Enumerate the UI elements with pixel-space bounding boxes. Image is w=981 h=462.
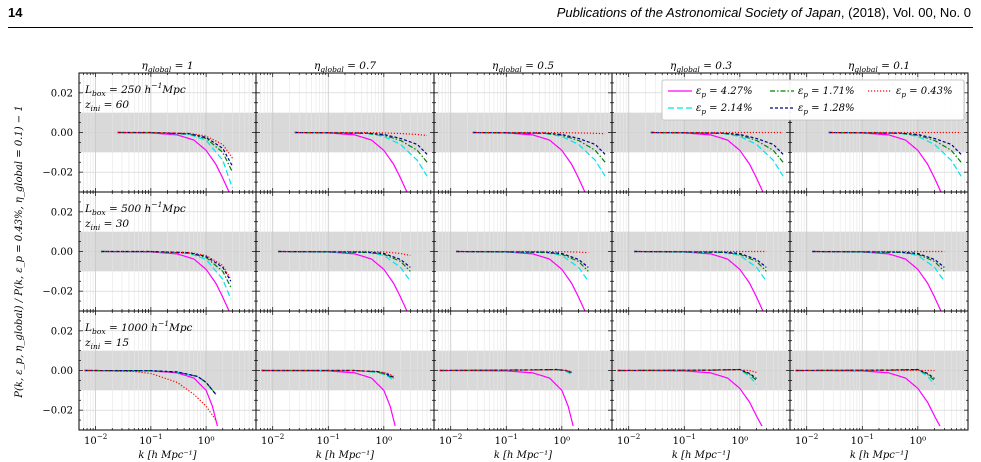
legend-label: εp​ = 0.43%: [896, 86, 953, 99]
y-tick-label: −0.02: [42, 287, 73, 298]
series-line-eps-1_71: [812, 250, 945, 272]
panel-r2-c5: [789, 191, 969, 312]
panel-r3-c3: [433, 310, 613, 431]
series-line-eps-1_28: [261, 369, 394, 378]
x-axis-label: k [h Mpc⁻¹]: [138, 450, 196, 461]
series-line-eps-1_28: [439, 368, 572, 374]
legend: εp​ = 4.27% εp​ = 1.71% εp​ = 0.43% εp​ = 2…: [661, 79, 965, 121]
x-tick-label: 10−1​: [495, 432, 518, 447]
y-tick-label: 0.02: [51, 207, 73, 218]
panel-frame: [789, 310, 969, 431]
panel-r2-c3: [433, 191, 613, 312]
y-tick-label: 0.02: [51, 326, 73, 337]
series-line-eps-0_43: [117, 131, 233, 159]
journal-name: Publications of the Astronomical Society…: [556, 5, 841, 20]
series-line-eps-1_71: [634, 250, 767, 272]
y-tick-label: 0.00: [51, 128, 73, 139]
volume-info: , (2018), Vol. 00, No. 0: [840, 5, 971, 20]
column-title: ηglobal​ = 0.3: [670, 60, 732, 74]
panel-r2-c4: [611, 191, 791, 312]
page-header: 14 Publications of the Astronomical Soci…: [0, 0, 981, 28]
panel-r3-c1: [78, 310, 257, 431]
series-line-eps-4_27: [439, 369, 574, 427]
x-tick-label: 10−1​: [673, 432, 696, 447]
series-line-eps-1_71: [100, 250, 232, 288]
series-line-eps-0_43: [100, 250, 232, 280]
series-line-eps-0_43: [278, 250, 411, 257]
legend-label: εp​ = 1.28%: [798, 103, 855, 116]
y-tick-label: −0.02: [42, 168, 73, 179]
series-line-eps-1_28: [456, 250, 589, 268]
x-axis-label: k [h Mpc⁻¹]: [850, 450, 908, 461]
x-tick-label: 10⁰: [731, 436, 748, 447]
x-axis-label: k [h Mpc⁻¹]: [672, 450, 730, 461]
panel-r2-c1: [78, 191, 257, 312]
series-line-eps-2_14: [634, 250, 767, 282]
series-line-eps-1_28: [634, 250, 767, 268]
x-tick-label: 10−2​: [84, 432, 107, 447]
series-line-eps-1_28: [278, 250, 411, 268]
row-annotation-zini: zini​ = 30: [84, 218, 129, 232]
legend-box: [661, 79, 965, 121]
series-line-eps-2_14: [439, 368, 572, 375]
row-annotation-zini: zini​ = 60: [84, 99, 129, 113]
x-tick-label: 10−2​: [439, 432, 462, 447]
series-line-eps-0_43: [456, 250, 589, 254]
row-annotation-box: Lbox​ = 500 h−1​Mpc: [84, 200, 186, 217]
x-tick-label: 10⁰: [909, 436, 926, 447]
legend-label: εp​ = 4.27%: [696, 86, 753, 99]
panel-r3-c4: [611, 310, 791, 431]
x-tick-label: 10⁰: [553, 436, 570, 447]
series-line-eps-2_14: [456, 250, 589, 282]
y-tick-label: 0.00: [51, 366, 73, 377]
row-annotation-zini: zini​ = 15: [84, 337, 129, 351]
panel-r1-c2: [255, 72, 435, 193]
y-tick-label: 0.02: [51, 88, 73, 99]
legend-label: εp​ = 2.14%: [696, 103, 753, 116]
header-rule: [8, 27, 973, 28]
page-number: 14: [8, 5, 23, 20]
series-line-eps-1_71: [456, 250, 589, 272]
x-tick-label: 10−1​: [317, 432, 340, 447]
column-title: ηglobal​ = 1: [142, 60, 194, 74]
panel-r2-c2: [255, 191, 435, 312]
x-tick-label: 10⁰: [198, 436, 215, 447]
legend-label: εp​ = 1.71%: [798, 86, 855, 99]
x-tick-label: 10−1​: [851, 432, 874, 447]
series-line-eps-1_28: [795, 368, 935, 379]
column-title: ηglobal​ = 0.1: [848, 60, 910, 74]
series-line-eps-2_14: [278, 250, 411, 282]
x-tick-label: 10−2​: [617, 432, 640, 447]
column-title: ηglobal​ = 0.7: [314, 60, 376, 74]
series-line-eps-1_28: [84, 369, 217, 395]
x-tick-label: 10−1​: [139, 432, 162, 447]
series-line-eps-0_43: [294, 131, 428, 137]
panel-r3-c2: [255, 310, 435, 431]
series-line-eps-4_27: [617, 369, 763, 427]
series-line-eps-2_14: [261, 369, 394, 381]
column-title: ηglobal​ = 0.5: [492, 60, 554, 74]
y-tick-label: 0.00: [51, 247, 73, 258]
series-line-eps-1_28: [617, 368, 757, 379]
y-axis-label: P(k, ε_p, η_global) / P(k, ε_p = 0.43%, …: [14, 105, 25, 398]
panel-r1-c1: [78, 72, 257, 193]
series-line-eps-1_28: [812, 250, 945, 268]
series-line-eps-1_71: [278, 250, 411, 272]
panel-r3-c5: [789, 310, 969, 431]
row-annotation-box: Lbox​ = 250 h−1​Mpc: [84, 81, 186, 98]
x-tick-label: 10⁰: [375, 436, 392, 447]
series-line-eps-0_43: [472, 131, 606, 135]
y-tick-label: −0.02: [42, 406, 73, 417]
x-tick-label: 10−2​: [261, 432, 284, 447]
x-axis-label: k [h Mpc⁻¹]: [316, 450, 374, 461]
row-annotation-box: Lbox​ = 1000 h−1​Mpc: [84, 319, 193, 336]
series-line-eps-4_27: [795, 369, 941, 427]
series-line-eps-2_14: [812, 250, 945, 282]
panel-r1-c3: [433, 72, 613, 193]
journal-citation: Publications of the Astronomical Society…: [557, 5, 971, 20]
x-tick-label: 10−2​: [795, 432, 818, 447]
x-axis-label: k [h Mpc⁻¹]: [494, 450, 552, 461]
